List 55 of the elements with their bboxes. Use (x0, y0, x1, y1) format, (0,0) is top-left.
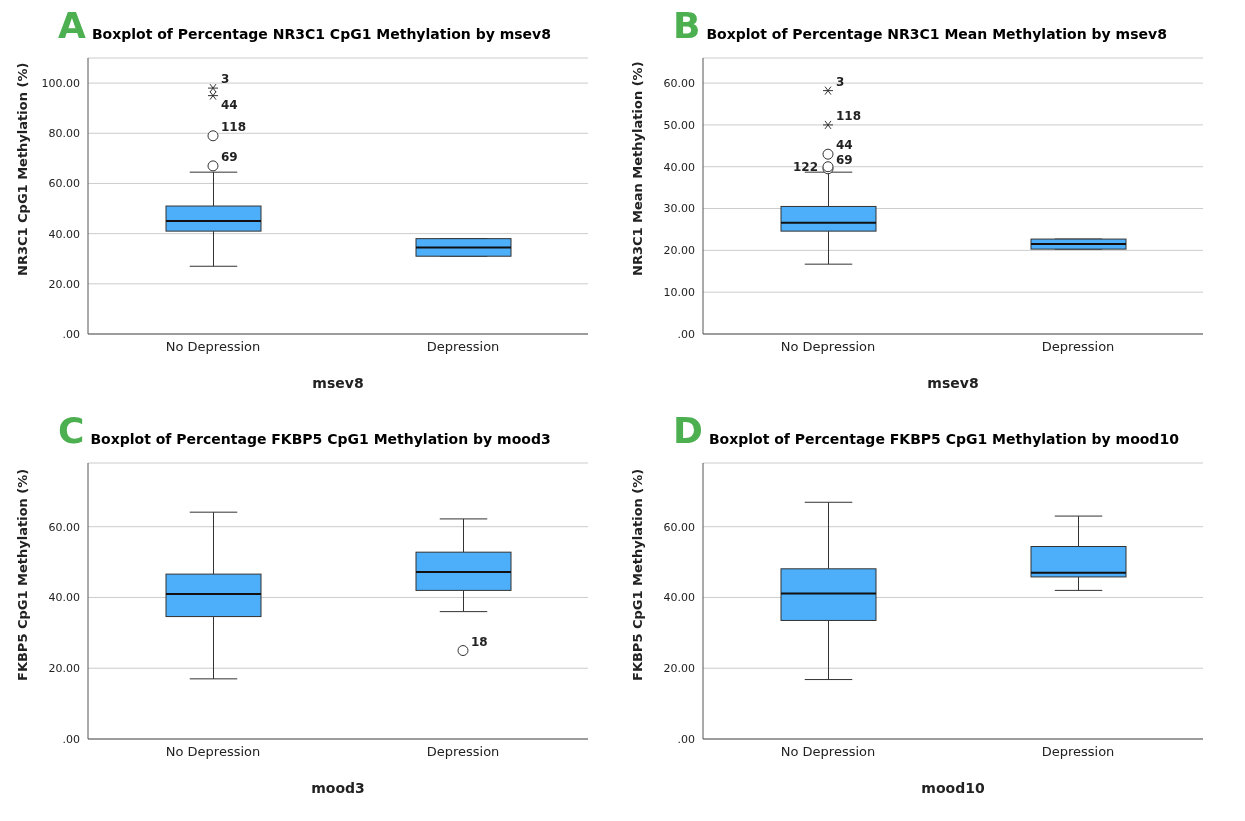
text: D (673, 410, 703, 451)
y-tick-label: 80.00 (48, 127, 80, 141)
y-tick-label: 40.00 (48, 227, 80, 241)
chart-title: Boxplot of Percentage FKBP5 CpG1 Methylation by mood3 (90, 431, 551, 449)
text: A (58, 5, 86, 46)
x-axis-title: mood10 (921, 780, 985, 796)
x-axis-title: msev8 (927, 375, 979, 391)
annotation: 118 (221, 120, 247, 135)
y-tick-label: .00 (62, 732, 80, 746)
x-tick-label: Depression (1041, 744, 1115, 760)
y-axis-title: NR3C1 Mean Methylation (%) (629, 61, 645, 276)
y-axis-title: FKBP5 CpG1 Methylation (%) (629, 468, 645, 681)
x-tick-label: No Depression (165, 744, 261, 760)
y-tick-label: 20.00 (48, 277, 80, 291)
y-axis-title: NR3C1 CpG1 Methylation (%) (14, 62, 30, 276)
annotation: 118 (836, 109, 862, 124)
y-tick-label: 40.00 (663, 160, 695, 174)
y-tick-label: 60.00 (663, 77, 695, 90)
y-tick-label: 40.00 (48, 591, 80, 605)
chart-title: Boxplot of Percentage NR3C1 Mean Methylation by msev8 (706, 26, 1167, 44)
y-tick-label: 20.00 (663, 244, 695, 258)
y-tick-label: 20.00 (48, 662, 80, 676)
y-tick-label: .00 (62, 327, 80, 341)
text: B (673, 5, 701, 46)
annotation: 44 (221, 97, 238, 112)
annotation: 122 (792, 159, 818, 174)
x-axis-title: msev8 (312, 375, 364, 391)
y-tick-label: 50.00 (663, 118, 695, 132)
x-tick-label: No Depression (780, 744, 876, 760)
x-tick-label: Depression (1041, 339, 1115, 355)
annotation: 18 (471, 634, 488, 649)
annotation: 44 (836, 138, 853, 153)
x-tick-label: Depression (426, 744, 500, 760)
y-tick-label: .00 (677, 327, 695, 341)
x-tick-label: No Depression (780, 339, 876, 355)
annotation: 69 (221, 150, 238, 165)
y-tick-label: 40.00 (663, 591, 695, 605)
y-tick-label: 10.00 (663, 286, 695, 300)
x-tick-label: No Depression (165, 339, 261, 355)
annotation: 3 (836, 74, 845, 89)
text: C (58, 410, 85, 451)
y-axis-title: FKBP5 CpG1 Methylation (%) (14, 468, 30, 681)
y-tick-label: 100.00 (41, 77, 80, 90)
y-tick-label: 60.00 (48, 520, 80, 534)
x-axis-title: mood3 (311, 780, 365, 796)
chart-title: Boxplot of Percentage NR3C1 CpG1 Methylation by msev8 (91, 26, 551, 44)
chart-title: Boxplot of Percentage FKBP5 CpG1 Methylation by mood10 (708, 431, 1179, 449)
x-tick-label: Depression (426, 339, 500, 355)
annotation: 3 (221, 72, 230, 87)
y-tick-label: 60.00 (48, 177, 80, 191)
y-tick-label: .00 (677, 732, 695, 746)
y-tick-label: 60.00 (663, 520, 695, 534)
annotation: 69 (836, 153, 853, 168)
y-tick-label: 20.00 (663, 662, 695, 676)
y-tick-label: 30.00 (663, 202, 695, 216)
